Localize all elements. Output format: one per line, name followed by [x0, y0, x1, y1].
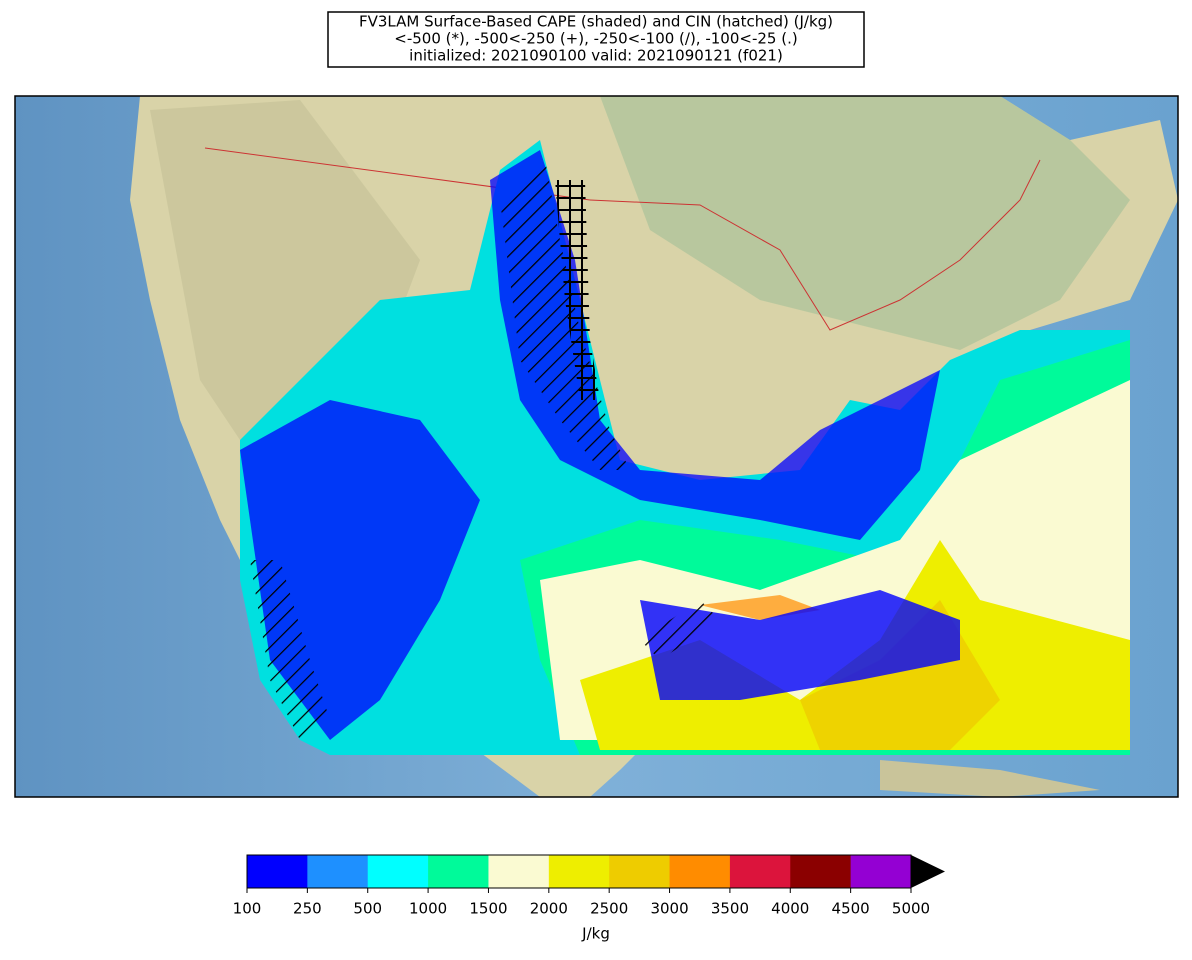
colorbar-segment [367, 855, 429, 888]
title-line: initialized: 2021090100 valid: 202109012… [409, 47, 783, 65]
colorbar-label: J/kg [581, 925, 610, 943]
colorbar-tick-label: 2500 [590, 900, 628, 918]
colorbar-tick-label: 1000 [409, 900, 447, 918]
colorbar-tick-label: 4000 [771, 900, 809, 918]
colorbar-segment [850, 855, 912, 888]
colorbar-extend [911, 855, 945, 888]
caribbean-land [880, 760, 1100, 797]
colorbar-segment [609, 855, 671, 888]
map [15, 96, 1178, 797]
colorbar-tick-label: 5000 [892, 900, 930, 918]
colorbar-tick-label: 4500 [832, 900, 870, 918]
colorbar-tick-label: 500 [353, 900, 382, 918]
title-box [327, 11, 865, 68]
colorbar-tick-label: 2000 [530, 900, 568, 918]
cin-hatch [250, 560, 330, 740]
colorbar-segment [790, 855, 852, 888]
colorbar-tick-label: 1500 [469, 900, 507, 918]
colorbar-segment [247, 855, 308, 888]
colorbar-outline [246, 854, 912, 889]
colorbar-segment [307, 855, 369, 888]
colorbar: 100 250 500 1000 1500 2000 2500 3000 3500 4000 450… [233, 854, 945, 918]
colorbar-segment [729, 855, 791, 888]
colorbar-tick-label: 3000 [650, 900, 688, 918]
title-line: <-500 (*), -500<-250 (+), -250<-100 (/),… [394, 30, 797, 48]
colorbar-segment [488, 855, 550, 888]
map-frame [14, 95, 1179, 798]
colorbar-tick-label: 3500 [711, 900, 749, 918]
cape-field [640, 590, 960, 700]
colorbar-segment [428, 855, 489, 888]
colorbar-tick-label: 100 [233, 900, 262, 918]
colorbar-segment [669, 855, 731, 888]
forest [600, 96, 1130, 350]
colorbar-tick-label: 250 [293, 900, 322, 918]
cin-hatch [555, 180, 600, 400]
border [589, 159, 1041, 331]
colorbar-segment [548, 855, 610, 888]
cin-hatch [640, 600, 720, 660]
title-line: FV3LAM Surface-Based CAPE (shaded) and C… [359, 13, 833, 31]
